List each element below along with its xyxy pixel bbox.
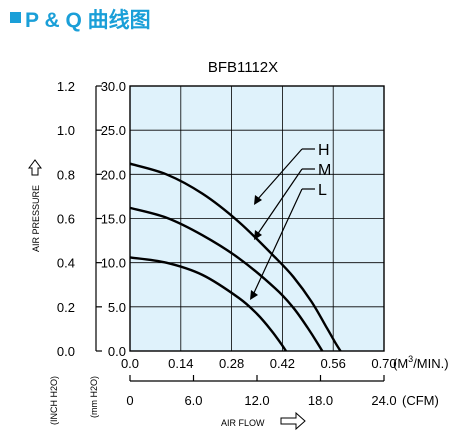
page-title-text: P & Q 曲线图 <box>25 9 151 32</box>
x-cfm-tick-label: 12.0 <box>244 393 269 408</box>
y-mm-tick-label: 25.0 <box>101 123 126 138</box>
y-inch-tick-label: 0.6 <box>57 212 75 227</box>
x-axis-label: AIR FLOW <box>221 418 265 428</box>
y-mm-unit-label: (mm H2O) <box>89 376 99 418</box>
y-inch-tick-label: 1.0 <box>57 123 75 138</box>
y-inch-tick-label: 0.4 <box>57 256 75 271</box>
y-inch-unit-label: (INCH H2O) <box>49 376 59 425</box>
x-cfm-tick-label: 0 <box>126 393 133 408</box>
y-axis-label: AIR PRESSURE <box>31 185 41 252</box>
y-inch-tick-label: 0.8 <box>57 167 75 182</box>
y-mm-tick-label: 10.0 <box>101 256 126 271</box>
y-inch-tick-label: 0.0 <box>57 344 75 359</box>
legend-label-m: M <box>318 162 331 179</box>
x-cmm-tick-label: 0.14 <box>168 356 193 371</box>
legend-leader-diag <box>256 168 303 236</box>
legend-label-l: L <box>318 182 327 199</box>
x-cmm-tick-label: 0.56 <box>321 356 346 371</box>
series-line-l <box>129 256 287 352</box>
x-cfm-tick-label: 6.0 <box>184 393 202 408</box>
legend-arrow-icon <box>254 230 262 240</box>
x-cfm-unit: (CFM) <box>402 393 439 408</box>
y-mm-tick-label: 30.0 <box>101 79 126 94</box>
y-mm-tick-label: 20.0 <box>101 167 126 182</box>
x-cmm-unit: (M3/MIN.) <box>393 354 449 371</box>
x-cmm-tick-label: 0.0 <box>121 356 139 371</box>
series-line-m <box>129 206 324 352</box>
legend-label-h: H <box>318 142 330 159</box>
x-cmm-tick-label: 0.42 <box>270 356 295 371</box>
x-cmm-tick-label: 0.28 <box>219 356 244 371</box>
series-line-h <box>129 162 342 352</box>
chart-title: BFB1112X <box>208 59 278 76</box>
legend-arrow-icon <box>250 290 258 300</box>
plot-frame <box>129 85 385 352</box>
legend-leader-diag <box>256 148 303 201</box>
y-inch-tick-label: 1.2 <box>57 79 75 94</box>
x-cfm-tick-label: 18.0 <box>308 393 333 408</box>
page-title: P & Q 曲线图 <box>10 4 151 32</box>
x-cfm-tick-label: 24.0 <box>371 393 396 408</box>
x-cmm-tick-label: 0.70 <box>371 356 396 371</box>
legend-arrow-icon <box>254 195 262 205</box>
y-mm-tick-label: 15.0 <box>101 212 126 227</box>
y-mm-tick-label: 0.0 <box>108 344 126 359</box>
air-flow-arrow-icon <box>280 411 306 431</box>
y-inch-tick-label: 0.2 <box>57 300 75 315</box>
y-mm-tick-label: 5.0 <box>108 300 126 315</box>
title-square-icon <box>10 12 21 23</box>
air-pressure-arrow-icon <box>28 159 42 176</box>
legend-leader-diag <box>252 188 303 296</box>
